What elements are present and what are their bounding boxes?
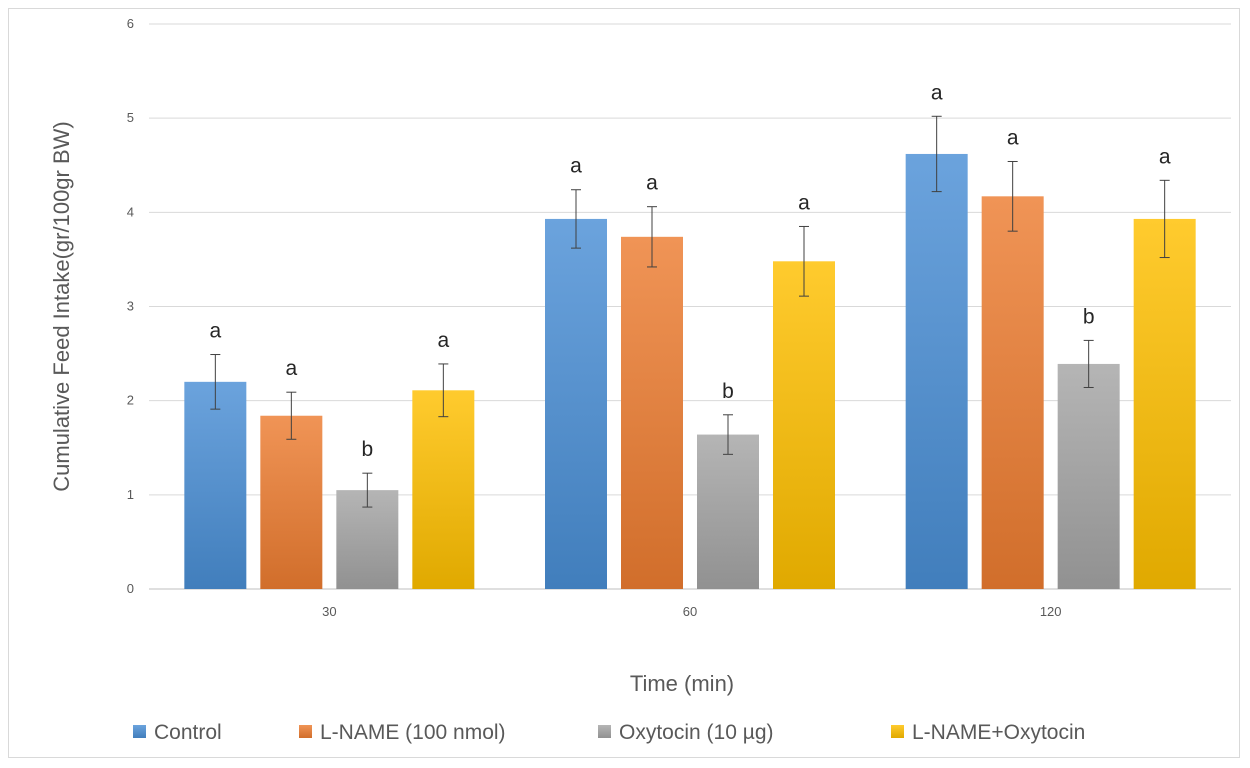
x-tick-label: 30: [322, 604, 336, 619]
bar: [1133, 218, 1196, 590]
legend-label: L-NAME+Oxytocin: [912, 721, 1085, 744]
significance-letter: a: [1159, 145, 1171, 168]
chart-frame: 0 1 2 3 4 5 6 a a b a a a b a a a b a 30 60 120 Cumulative …: [8, 8, 1240, 758]
legend-swatch: [133, 725, 146, 738]
legend-label: Oxytocin (10 µg): [619, 721, 774, 744]
error-bar: [647, 206, 657, 268]
legend-swatch: [299, 725, 312, 738]
legend-item: Control: [133, 721, 222, 744]
bar-chart: 0 1 2 3 4 5 6 a a b a a a b a a a b a 30 60 120 Cumulative …: [49, 16, 1231, 744]
legend-item: L-NAME+Oxytocin: [891, 721, 1085, 744]
significance-letter: a: [1007, 126, 1019, 149]
bar: [260, 415, 323, 589]
bar: [697, 434, 759, 589]
significance-letter: a: [798, 191, 810, 214]
bar: [773, 261, 835, 589]
gridlines: [149, 23, 1231, 590]
significance-letter: a: [285, 357, 297, 380]
legend-item: Oxytocin (10 µg): [598, 721, 774, 744]
significance-letter: b: [722, 380, 734, 403]
bar: [905, 153, 968, 589]
error-bar: [210, 354, 221, 410]
error-bar: [1007, 160, 1018, 232]
bar: [621, 236, 683, 590]
error-bar: [362, 472, 373, 508]
significance-letter: b: [361, 438, 373, 461]
error-bar: [571, 189, 581, 249]
x-tick-label: 60: [683, 604, 697, 619]
bar: [184, 381, 247, 589]
bar: [981, 196, 1044, 589]
bar: [1057, 363, 1120, 589]
x-axis-ticks: 30 60 120: [322, 604, 1061, 619]
x-tick-label: 120: [1040, 604, 1062, 619]
significance-letter: a: [931, 81, 943, 104]
bars: [184, 153, 1196, 590]
y-axis-title: Cumulative Feed Intake(gr/100gr BW): [49, 121, 74, 492]
legend: Control L-NAME (100 nmol) Oxytocin (10 µg)…: [133, 721, 1085, 744]
legend-label: Control: [154, 721, 222, 744]
y-tick-label: 1: [127, 487, 134, 502]
significance-labels: a a b a a a b a a a b a: [209, 81, 1170, 461]
y-tick-label: 6: [127, 16, 134, 31]
y-tick-label: 3: [127, 299, 134, 314]
error-bar: [1083, 339, 1094, 388]
bar: [412, 390, 475, 589]
y-axis-ticks: 0 1 2 3 4 5 6: [127, 16, 134, 596]
error-bar: [438, 363, 449, 418]
y-tick-label: 2: [127, 393, 134, 408]
error-bar: [799, 225, 809, 297]
significance-letter: a: [570, 155, 582, 178]
legend-swatch: [891, 725, 904, 738]
legend-label: L-NAME (100 nmol): [320, 721, 506, 744]
x-axis-title: Time (min): [630, 671, 734, 696]
y-tick-label: 5: [127, 110, 134, 125]
significance-letter: a: [437, 329, 449, 352]
legend-item: L-NAME (100 nmol): [299, 721, 506, 744]
error-bar: [1159, 179, 1170, 259]
bar: [545, 218, 607, 590]
y-tick-label: 0: [127, 581, 134, 596]
significance-letter: a: [646, 172, 658, 195]
error-bars: [210, 115, 1170, 508]
significance-letter: a: [209, 320, 221, 343]
error-bar: [723, 414, 733, 455]
significance-letter: b: [1083, 305, 1095, 328]
error-bar: [286, 391, 297, 440]
error-bar: [931, 115, 942, 193]
y-tick-label: 4: [127, 204, 134, 219]
legend-swatch: [598, 725, 611, 738]
